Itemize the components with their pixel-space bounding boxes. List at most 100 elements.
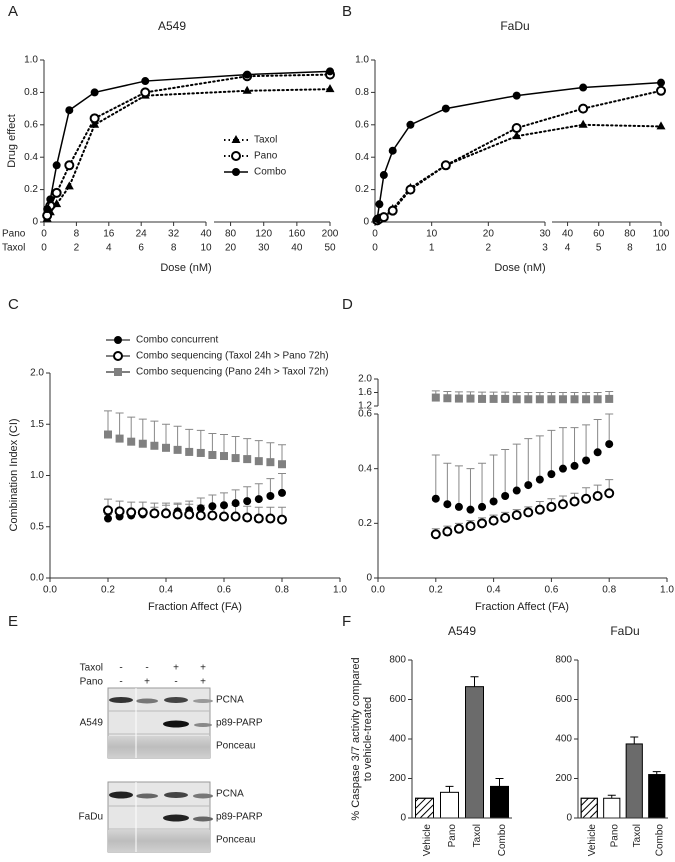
x-tick-label: 100: [653, 229, 670, 240]
y-tick-label: 200: [389, 773, 406, 784]
data-point: [558, 395, 567, 404]
data-point: [208, 451, 217, 459]
data-point: [150, 441, 159, 450]
data-point: [266, 492, 275, 500]
treatment-sign: +: [200, 677, 206, 688]
data-point: [656, 121, 666, 130]
data-point: [656, 85, 666, 96]
x-tick-label: 120: [255, 229, 272, 240]
legend-marker: [232, 168, 240, 176]
data-point: [500, 512, 511, 523]
x-tick-label: 32: [168, 229, 180, 240]
y-tick-label: 2.0: [30, 368, 44, 379]
error-bar: [443, 462, 452, 505]
data-point: [172, 509, 183, 520]
data-point: [208, 502, 217, 511]
data-point: [431, 393, 440, 402]
data-point: [534, 504, 545, 515]
data-point: [265, 513, 276, 524]
x-tick-label: 0.2: [429, 585, 443, 596]
data-point: [501, 492, 510, 500]
x-tick-label: 0: [372, 229, 378, 240]
data-point: [220, 452, 228, 461]
x-tick-label: 40: [200, 229, 212, 240]
data-point: [406, 120, 415, 129]
x-axis-label: Fraction Affect (FA): [148, 601, 242, 613]
error-bar: [138, 418, 147, 444]
x-row-label: Taxol: [2, 243, 25, 254]
data-point: [65, 106, 74, 115]
data-point: [126, 507, 137, 518]
y-tick-label: 800: [555, 655, 572, 666]
data-point: [524, 395, 533, 404]
x-tick-label: 0.0: [43, 585, 57, 596]
error-bar: [454, 465, 463, 507]
data-point: [375, 200, 384, 209]
x-tick-label: 0.4: [487, 585, 501, 596]
x-tick-label: 40: [562, 229, 574, 240]
y-tick-label: 0.2: [358, 518, 372, 529]
data-point: [43, 205, 52, 214]
x-tick-label: Combo: [497, 824, 508, 857]
x-tick-label: 0.8: [602, 585, 616, 596]
bar: [625, 743, 643, 819]
blot-row-label: Ponceau: [216, 741, 255, 752]
data-point: [46, 195, 55, 204]
y-tick-label: 0.4: [355, 152, 369, 163]
blot-row-label: p89-PARP: [216, 812, 263, 823]
data-point: [453, 523, 464, 534]
data-point: [546, 501, 557, 512]
treatment-sign: -: [145, 663, 148, 674]
x-tick-label: 200: [322, 229, 339, 240]
data-point: [64, 160, 75, 171]
y-tick-label: 0.0: [30, 573, 44, 584]
data-point: [511, 510, 522, 521]
error-bar: [431, 454, 440, 499]
y-axis-label: to vehicle-treated: [362, 697, 374, 781]
panel-label: E: [8, 613, 18, 630]
panel-label: B: [342, 3, 352, 20]
chart-title: A549: [448, 624, 476, 638]
data-point: [442, 526, 453, 537]
data-point: [489, 497, 498, 506]
error-bar: [593, 418, 602, 453]
data-point: [242, 512, 253, 523]
legend-label: Combo concurrent: [136, 335, 218, 346]
data-point: [378, 212, 389, 223]
cell-line-label: A549: [80, 718, 104, 729]
data-point: [488, 515, 499, 526]
data-point: [52, 161, 61, 170]
data-point: [478, 502, 487, 511]
x-axis-label: Fraction Affect (FA): [475, 601, 569, 613]
data-point: [185, 447, 194, 456]
data-point: [230, 511, 241, 522]
x-tick-label: 80: [624, 229, 636, 240]
x-tick-label: 24: [136, 229, 148, 240]
data-point: [161, 508, 171, 519]
data-point: [254, 495, 263, 504]
x2-tick-label: 10: [200, 243, 212, 254]
x-tick-label: Vehicle: [422, 824, 433, 857]
x-tick-label: 60: [593, 229, 605, 240]
data-point: [512, 91, 521, 100]
x-tick-label: 20: [483, 229, 495, 240]
x-tick-label: 10: [426, 229, 438, 240]
data-point: [578, 103, 589, 114]
x2-tick-label: 8: [627, 243, 633, 254]
chart-title: FaDu: [500, 19, 529, 33]
y-tick-label: 1.0: [30, 470, 44, 481]
treatment-sign: -: [119, 677, 122, 688]
western-blot: [107, 687, 213, 853]
data-point: [114, 506, 125, 517]
data-point: [64, 181, 74, 190]
legend-label: Taxol: [254, 135, 277, 146]
data-point: [535, 475, 544, 484]
data-point: [465, 521, 476, 532]
y-tick-label: 0.8: [355, 87, 369, 98]
chart-title: A549: [158, 19, 186, 33]
data-point: [578, 119, 588, 128]
data-point: [523, 507, 534, 518]
x-tick-label: Pano: [447, 824, 458, 848]
error-bar: [582, 424, 591, 461]
bar-hatch: [415, 797, 434, 819]
